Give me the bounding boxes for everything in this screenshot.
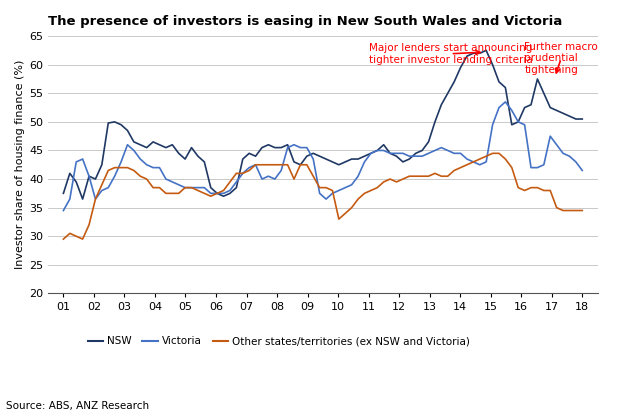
Text: The presence of investors is easing in New South Wales and Victoria: The presence of investors is easing in N… [48,15,562,28]
Legend: NSW, Victoria, Other states/territories (ex NSW and Victoria): NSW, Victoria, Other states/territories … [83,332,475,350]
Text: Further macro
prudential
tightening: Further macro prudential tightening [524,42,598,75]
Text: Source: ABS, ANZ Research: Source: ABS, ANZ Research [6,401,149,411]
Text: Major lenders start announcing
tighter investor lending criteria: Major lenders start announcing tighter i… [369,43,532,65]
Y-axis label: Investor share of housing finance (%): Investor share of housing finance (%) [15,60,25,269]
